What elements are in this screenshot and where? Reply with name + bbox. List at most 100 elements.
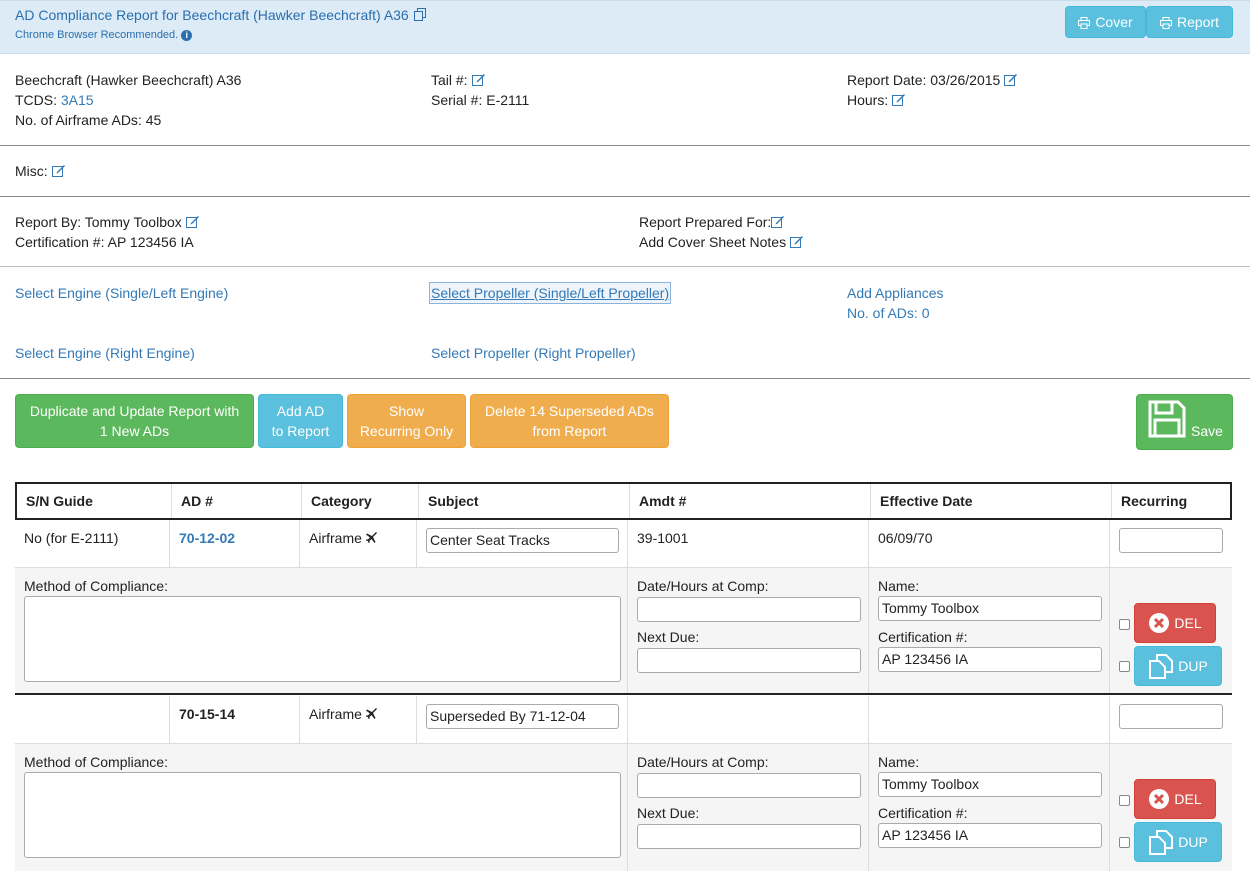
duplicate-update-button[interactable]: Duplicate and Update Report with 1 New AD… bbox=[15, 394, 254, 448]
sn-guide bbox=[15, 696, 170, 743]
date-hours-field[interactable] bbox=[637, 597, 861, 622]
sn-guide: No (for E-2111) bbox=[15, 520, 170, 567]
name-field[interactable]: Tommy Toolbox bbox=[878, 772, 1102, 797]
report-by: Report By: Tommy Toolbox bbox=[15, 212, 199, 232]
select-checkbox[interactable] bbox=[1119, 795, 1130, 806]
recurring-field[interactable] bbox=[1119, 528, 1223, 553]
cover-button[interactable]: Cover bbox=[1065, 6, 1146, 38]
date-hours-label: Date/Hours at Comp: bbox=[637, 754, 769, 770]
date-hours-label: Date/Hours at Comp: bbox=[637, 578, 769, 594]
report-date: Report Date: 03/26/2015 bbox=[847, 70, 1018, 90]
plane-icon bbox=[365, 531, 378, 543]
table-header: S/N Guide AD # Category Subject Amdt # E… bbox=[15, 482, 1232, 520]
edit-icon[interactable] bbox=[892, 93, 906, 106]
edit-icon[interactable] bbox=[790, 235, 804, 248]
col-amdt[interactable]: Amdt # bbox=[630, 484, 871, 518]
tcds-link[interactable]: 3A15 bbox=[60, 92, 94, 108]
col-subject[interactable]: Subject bbox=[419, 484, 630, 518]
cert-label: Certification #: bbox=[878, 629, 968, 645]
components-section: Select Engine (Single/Left Engine) Selec… bbox=[0, 267, 1250, 379]
add-ad-button[interactable]: Add AD to Report bbox=[258, 394, 343, 448]
table-row: 70-15-14 Airframe Superseded By 71-12-04 bbox=[15, 696, 1232, 744]
airframe-ad-count: No. of Airframe ADs: 45 bbox=[15, 112, 162, 128]
delete-row-button[interactable]: DEL bbox=[1134, 779, 1216, 819]
edit-icon[interactable] bbox=[771, 215, 785, 228]
cert-field[interactable]: AP 123456 IA bbox=[878, 823, 1102, 848]
delete-superseded-button[interactable]: Delete 14 Superseded ADs from Report bbox=[470, 394, 669, 448]
category: Airframe bbox=[300, 696, 417, 743]
save-icon bbox=[1147, 399, 1187, 439]
subject-field[interactable]: Superseded By 71-12-04 bbox=[426, 704, 619, 729]
add-appliances[interactable]: Add Appliances bbox=[847, 285, 944, 301]
table-row-detail: Method of Compliance: Date/Hours at Comp… bbox=[15, 744, 1232, 871]
next-due-label: Next Due: bbox=[637, 629, 700, 645]
moc-textarea[interactable] bbox=[24, 772, 621, 858]
plane-icon bbox=[365, 707, 378, 719]
copy-icon bbox=[1148, 653, 1174, 679]
name-field[interactable]: Tommy Toolbox bbox=[878, 596, 1102, 621]
browser-note: Chrome Browser Recommended. i bbox=[15, 29, 193, 41]
col-ad-number[interactable]: AD # bbox=[172, 484, 302, 518]
next-due-field[interactable] bbox=[637, 824, 861, 849]
ad-number: 70-15-14 bbox=[170, 696, 300, 743]
edit-icon[interactable] bbox=[1004, 73, 1018, 86]
select-checkbox[interactable] bbox=[1119, 661, 1130, 672]
cert-label: Certification #: bbox=[878, 805, 968, 821]
print-icon bbox=[1078, 16, 1091, 29]
moc-label: Method of Compliance: bbox=[24, 578, 168, 594]
next-due-label: Next Due: bbox=[637, 805, 700, 821]
remove-icon bbox=[1148, 788, 1170, 810]
col-effective-date[interactable]: Effective Date bbox=[871, 484, 1112, 518]
next-due-field[interactable] bbox=[637, 648, 861, 673]
tail-number: Tail #: bbox=[431, 70, 485, 90]
effective-date: 06/09/70 bbox=[869, 520, 1110, 567]
aircraft-model: Beechcraft (Hawker Beechcraft) A36 bbox=[15, 72, 242, 88]
edit-icon[interactable] bbox=[471, 73, 485, 86]
name-label: Name: bbox=[878, 754, 920, 770]
ad-link[interactable]: 70-12-02 bbox=[179, 530, 236, 546]
select-engine-left[interactable]: Select Engine (Single/Left Engine) bbox=[15, 285, 229, 301]
amdt bbox=[628, 696, 869, 743]
misc: Misc: bbox=[15, 161, 65, 181]
copy-icon[interactable] bbox=[413, 8, 427, 21]
misc-section: Misc: bbox=[0, 146, 1250, 197]
edit-icon[interactable] bbox=[51, 164, 65, 177]
certification: Certification #: AP 123456 IA bbox=[15, 234, 194, 250]
select-propeller-right[interactable]: Select Propeller (Right Propeller) bbox=[431, 345, 636, 361]
select-checkbox[interactable] bbox=[1119, 619, 1130, 630]
report-button[interactable]: Report bbox=[1146, 6, 1233, 38]
col-category[interactable]: Category bbox=[302, 484, 419, 518]
category: Airframe bbox=[300, 520, 417, 567]
effective-date bbox=[869, 696, 1110, 743]
cert-field[interactable]: AP 123456 IA bbox=[878, 647, 1102, 672]
page-header: AD Compliance Report for Beechcraft (Haw… bbox=[0, 0, 1250, 54]
recurring-field[interactable] bbox=[1119, 704, 1223, 729]
remove-icon bbox=[1148, 612, 1170, 634]
date-hours-field[interactable] bbox=[637, 773, 861, 798]
cover-sheet-notes: Add Cover Sheet Notes bbox=[639, 232, 804, 252]
table-row: No (for E-2111) 70-12-02 Airframe Center… bbox=[15, 520, 1232, 568]
col-recurring[interactable]: Recurring bbox=[1121, 493, 1188, 509]
save-button[interactable]: Save bbox=[1136, 394, 1233, 450]
info-icon[interactable]: i bbox=[181, 30, 193, 41]
copy-icon bbox=[1148, 829, 1174, 855]
show-recurring-button[interactable]: Show Recurring Only bbox=[347, 394, 466, 448]
select-engine-right[interactable]: Select Engine (Right Engine) bbox=[15, 345, 195, 361]
tcds: TCDS: 3A15 bbox=[15, 92, 94, 108]
name-label: Name: bbox=[878, 578, 920, 594]
subject-field[interactable]: Center Seat Tracks bbox=[426, 528, 619, 553]
delete-row-button[interactable]: DEL bbox=[1134, 603, 1216, 643]
table-row-detail: Method of Compliance: Date/Hours at Comp… bbox=[15, 568, 1232, 695]
edit-icon[interactable] bbox=[185, 215, 199, 228]
hours: Hours: bbox=[847, 90, 906, 110]
print-icon bbox=[1159, 16, 1172, 29]
col-sn-guide[interactable]: S/N Guide bbox=[17, 484, 172, 518]
appliance-ad-count[interactable]: No. of ADs: 0 bbox=[847, 305, 930, 321]
moc-textarea[interactable] bbox=[24, 596, 621, 682]
page-title: AD Compliance Report for Beechcraft (Haw… bbox=[15, 7, 427, 23]
amdt: 39-1001 bbox=[628, 520, 869, 567]
select-checkbox[interactable] bbox=[1119, 837, 1130, 848]
duplicate-row-button[interactable]: DUP bbox=[1134, 646, 1222, 686]
select-propeller-left[interactable]: Select Propeller (Single/Left Propeller) bbox=[429, 282, 672, 304]
duplicate-row-button[interactable]: DUP bbox=[1134, 822, 1222, 862]
